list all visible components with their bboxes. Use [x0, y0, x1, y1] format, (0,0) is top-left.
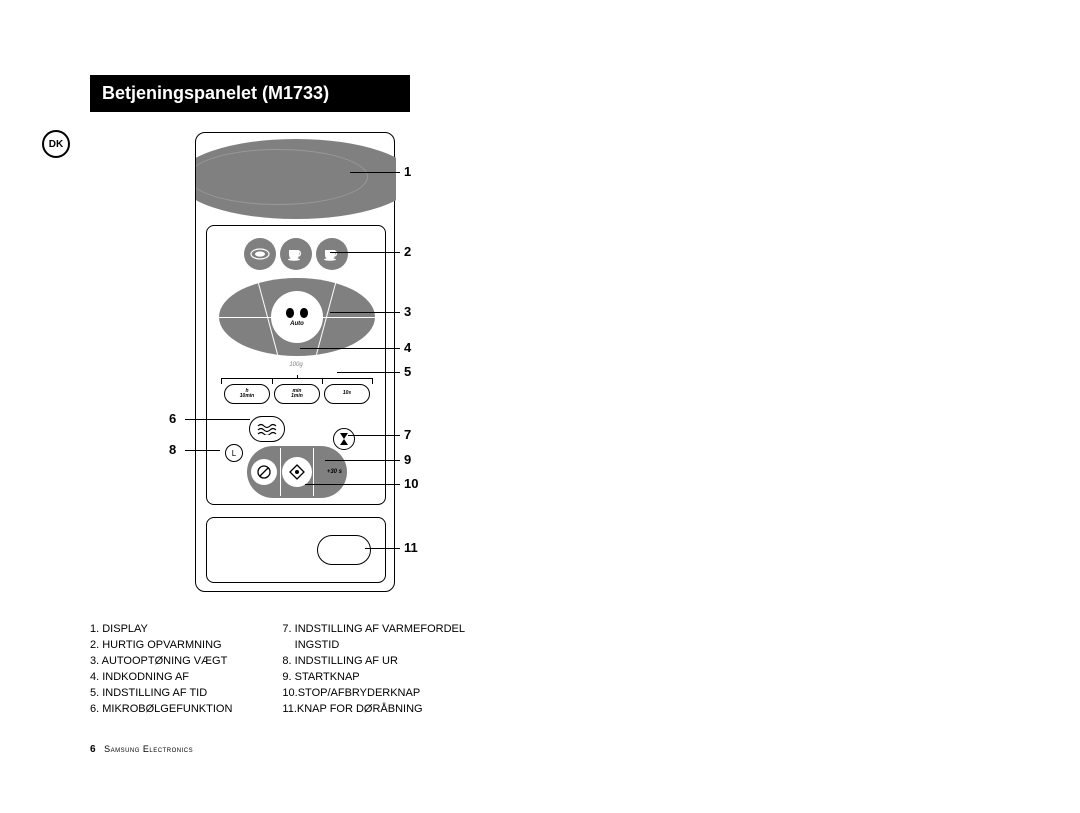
leader-line	[185, 450, 220, 451]
leader-line	[330, 252, 400, 253]
title-bar: Betjeningspanelet (M1733)	[90, 75, 410, 112]
leader-line	[348, 435, 400, 436]
leader-line	[330, 312, 400, 313]
start-stop-cluster: +30 s	[247, 446, 347, 498]
country-badge: DK	[42, 130, 70, 158]
chicken-icon	[284, 307, 310, 319]
callout-number: 5	[404, 364, 411, 379]
time-button-bottom: 10min	[240, 394, 254, 400]
callout-number: 9	[404, 452, 411, 467]
heat-distribution-button[interactable]	[333, 428, 355, 450]
auto-defrost-button[interactable]: Auto	[271, 291, 323, 343]
mid-panel: Auto 100g h10minmin1min 10s	[206, 225, 386, 505]
microwave-button[interactable]	[249, 416, 285, 442]
callout-number: 11	[404, 540, 418, 555]
leader-line	[300, 348, 400, 349]
footer: 6 Samsung Electronics	[90, 744, 193, 755]
page-number: 6	[90, 744, 96, 755]
footer-brand: Samsung Electronics	[104, 744, 193, 754]
time-button-top: 10s	[343, 391, 351, 397]
time-button[interactable]: min1min	[274, 384, 320, 404]
quick-heat-row	[207, 238, 385, 270]
time-button-bottom: 1min	[291, 394, 303, 400]
legend-right: 7. INDSTILLING AF VARMEFORDEL INGSTID 8.…	[282, 622, 465, 718]
door-open-button[interactable]	[317, 535, 371, 565]
callout-number: 6	[169, 411, 176, 426]
start-button[interactable]	[282, 457, 312, 487]
figure-area: Auto 100g h10minmin1min 10s	[90, 132, 990, 652]
plus-30s-label: +30 s	[327, 469, 342, 475]
leader-line	[337, 372, 400, 373]
time-button[interactable]: 10s	[324, 384, 370, 404]
weight-label: 100g	[289, 362, 302, 368]
leader-line	[305, 484, 400, 485]
auto-defrost-oval: Auto	[219, 278, 375, 356]
cup-icon[interactable]	[316, 238, 348, 270]
time-button-row: h10minmin1min 10s	[221, 384, 373, 412]
callout-number: 2	[404, 244, 411, 259]
leader-line	[350, 172, 400, 173]
time-button[interactable]: h10min	[224, 384, 270, 404]
callout-number: 8	[169, 442, 176, 457]
control-panel: Auto 100g h10minmin1min 10s	[195, 132, 395, 592]
leader-line	[185, 419, 250, 420]
callout-number: 1	[404, 164, 411, 179]
legend-left: 1. DISPLAY 2. HURTIG OPVARMNING 3. AUTOO…	[90, 622, 232, 718]
leader-line	[365, 548, 400, 549]
cup-icon[interactable]	[280, 238, 312, 270]
callout-number: 4	[404, 340, 411, 355]
plate-icon[interactable]	[244, 238, 276, 270]
display-inner	[188, 149, 368, 205]
clock-button[interactable]: L	[225, 444, 243, 462]
legend: 1. DISPLAY 2. HURTIG OPVARMNING 3. AUTOO…	[90, 622, 465, 718]
door-panel	[206, 517, 386, 583]
display	[178, 139, 414, 219]
callout-number: 3	[404, 304, 411, 319]
stop-button[interactable]	[251, 459, 277, 485]
callout-number: 7	[404, 427, 411, 442]
page-title: Betjeningspanelet (M1733)	[92, 77, 339, 110]
leader-line	[325, 460, 400, 461]
auto-label: Auto	[290, 321, 304, 327]
clock-letter: L	[232, 449, 236, 458]
callout-number: 10	[404, 476, 418, 491]
